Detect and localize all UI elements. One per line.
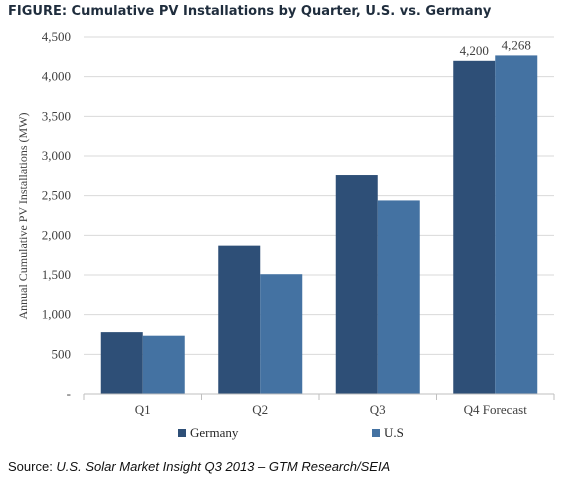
x-tick-label: Q1	[135, 402, 151, 417]
y-tick-label: 4,500	[42, 29, 71, 44]
x-tick-label: Q4 Forecast	[464, 402, 528, 417]
bar	[335, 175, 378, 394]
y-axis-ticks: - 500 1,000 1,500 2,000 2,500 3,000 3,500 4,000 4…	[42, 29, 71, 401]
y-axis-label: Annual Cumulative PV Installations (MW)	[16, 112, 30, 319]
y-tick-label: 4,000	[42, 69, 71, 84]
bar	[495, 55, 538, 394]
bar	[453, 60, 496, 395]
data-label: 4,268	[502, 37, 531, 52]
x-tick-label: Q3	[370, 402, 386, 417]
legend: Germany U.S	[178, 425, 404, 440]
source-text: U.S. Solar Market Insight Q3 2013 – GTM …	[56, 459, 391, 474]
bar	[100, 332, 143, 394]
legend-label: Germany	[190, 425, 239, 440]
legend-swatch	[178, 429, 186, 437]
x-tick-label: Q2	[252, 402, 268, 417]
y-tick-label: 1,500	[42, 267, 71, 282]
x-axis: Q1 Q2 Q3 Q4 Forecast	[83, 393, 555, 417]
data-labels: 4,200 4,268	[460, 37, 531, 57]
legend-swatch	[372, 429, 380, 437]
source-label: Source:	[8, 459, 57, 474]
bar	[260, 274, 303, 394]
y-tick-label: 1,000	[42, 307, 71, 322]
chart-title: FIGURE: Cumulative PV Installations by Q…	[8, 4, 492, 19]
bar	[218, 245, 261, 394]
y-tick-label: 3,500	[42, 108, 71, 123]
data-label: 4,200	[460, 43, 489, 58]
y-tick-label: 2,000	[42, 227, 71, 242]
bar	[142, 335, 185, 394]
y-tick-label: 3,000	[42, 148, 71, 163]
y-tick-label: -	[67, 386, 71, 401]
legend-label: U.S	[384, 425, 404, 440]
bars	[100, 55, 538, 395]
bar	[377, 200, 420, 394]
y-tick-label: 500	[52, 346, 72, 361]
y-tick-label: 2,500	[42, 188, 71, 203]
source-note: Source: U.S. Solar Market Insight Q3 201…	[8, 459, 390, 474]
